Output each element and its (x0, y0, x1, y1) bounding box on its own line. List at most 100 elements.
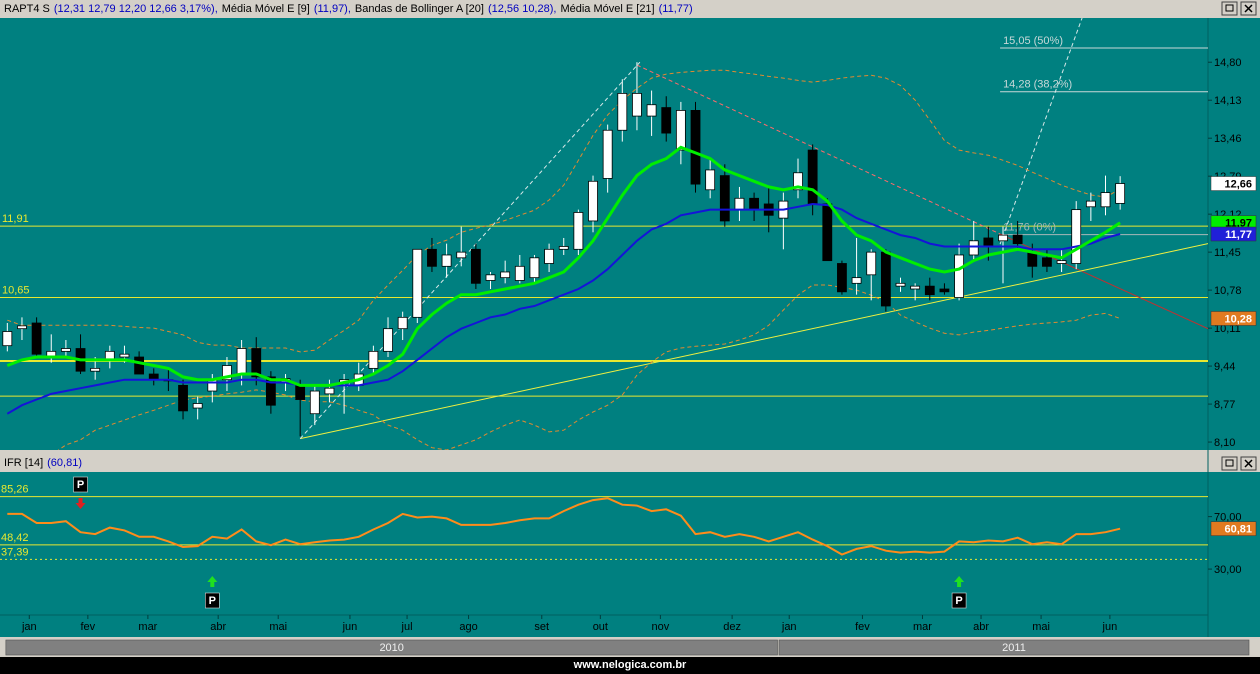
candle-body (705, 169, 716, 191)
candle-body (265, 376, 276, 406)
candle-body (822, 203, 833, 262)
y-tick-label: 14,13 (1214, 95, 1242, 107)
axes: 14,8014,1313,4612,7912,1211,4510,7810,11… (5, 57, 1257, 656)
x-tick-label: abr (210, 621, 226, 633)
legend-name: Bandas de Bollinger A [20] (355, 3, 484, 15)
x-tick-label: fev (81, 621, 96, 633)
year-label: 2011 (1002, 642, 1026, 654)
x-tick-label: mar (138, 621, 157, 633)
line-label: 11,76 (0%) (1003, 221, 1056, 233)
x-tick-label: nov (651, 621, 669, 633)
trendline (999, 18, 1083, 245)
candle-body (646, 104, 657, 117)
marker-arrow (75, 498, 86, 509)
year-box (778, 639, 1250, 656)
price-badge (1210, 226, 1257, 242)
candle-body (514, 265, 525, 281)
candle-body (192, 403, 203, 409)
restore-button[interactable] (1221, 456, 1238, 471)
window-buttons (1221, 1, 1257, 471)
legend-value: (12,56 10,28), (488, 3, 557, 15)
candle-body (895, 282, 906, 287)
close-icon (1244, 4, 1253, 13)
x-tick-label: jun (1102, 621, 1118, 633)
indicator-line (57, 284, 1121, 450)
candle-body (251, 348, 262, 378)
x-tick-label: set (534, 621, 549, 633)
indicator-value: (60,81) (47, 457, 82, 469)
x-tick-label: jan (781, 621, 797, 633)
candle-body (1071, 209, 1082, 264)
x-tick-label: mai (1032, 621, 1050, 633)
indicator-panel: 85,26 48,42 37,39 P P P (0, 476, 1208, 609)
candle-body (983, 237, 994, 247)
candle-body (456, 251, 467, 259)
candle-body (690, 110, 701, 185)
candle-body (968, 240, 979, 256)
year-box (5, 639, 778, 656)
candle-body (880, 251, 891, 307)
x-tick-label: dez (723, 621, 741, 633)
trendline (636, 64, 1001, 235)
x-tick-label: jan (21, 621, 37, 633)
legend-value: (11,97), (314, 3, 351, 15)
candle-body (544, 248, 554, 264)
line-label: 11,91 (2, 213, 29, 225)
price-badge-label: 11,77 (1225, 229, 1252, 241)
price-badge-label: 60,81 (1224, 524, 1252, 536)
candle-body (910, 285, 921, 290)
year-label: 2010 (379, 642, 403, 654)
candle-body (529, 257, 540, 279)
line-label: 48,42 (1, 532, 29, 544)
candle-body (148, 373, 159, 379)
y-tick-label: 10,11 (1214, 323, 1241, 335)
candle-body (207, 379, 218, 392)
marker-box (205, 592, 220, 609)
candle-body (749, 197, 759, 211)
candle-body (412, 248, 423, 318)
candle-body (617, 93, 628, 131)
candle-body (1027, 251, 1038, 267)
y-tick-label: 30,00 (1214, 564, 1242, 576)
candle-body (309, 390, 320, 415)
candle-body (719, 175, 730, 222)
candle-body (236, 348, 247, 375)
candle-body (441, 254, 452, 267)
candle-body (500, 271, 511, 279)
y-tick-label: 11,45 (1214, 247, 1241, 259)
x-tick-label: jun (342, 621, 358, 633)
x-tick-label: ago (459, 621, 477, 633)
marker-text: P (77, 479, 84, 491)
candle-body (383, 328, 393, 352)
restore-icon (1225, 459, 1234, 467)
x-tick-label: mai (269, 621, 287, 633)
y-tick-label: 70,00 (1214, 512, 1242, 524)
line-label: 85,26 (1, 483, 29, 495)
marker-text: P (209, 595, 216, 607)
candle-body (837, 263, 847, 293)
legend-name: Média Móvel E [21] (560, 3, 654, 15)
y-tick-label: 10,78 (1214, 285, 1242, 297)
price-badge (1210, 521, 1257, 536)
candle-body (17, 325, 27, 330)
close-icon (1244, 459, 1253, 468)
header-bar (0, 454, 1260, 472)
marker-arrow (954, 576, 965, 587)
candle-body (954, 254, 964, 298)
indicator-header: IFR [14] (60,81) (4, 457, 82, 469)
x-tick-label: fev (855, 621, 870, 633)
marker-arrow (207, 576, 218, 587)
candle-body (851, 277, 862, 284)
x-tick-label: abr (973, 621, 989, 633)
candle-body (470, 248, 481, 284)
price-panel: 11,91 10,65 15,05 (50%) 14,28 (38,2%) 11,76 … (0, 18, 1208, 450)
line-label: 10,65 (2, 284, 30, 296)
x-tick-label: out (593, 621, 608, 633)
candle-body (602, 129, 613, 179)
restore-button[interactable] (1221, 1, 1238, 16)
candle-body (222, 365, 232, 381)
footer-bar (0, 657, 1260, 674)
price-badge-label: 10,28 (1224, 313, 1252, 325)
